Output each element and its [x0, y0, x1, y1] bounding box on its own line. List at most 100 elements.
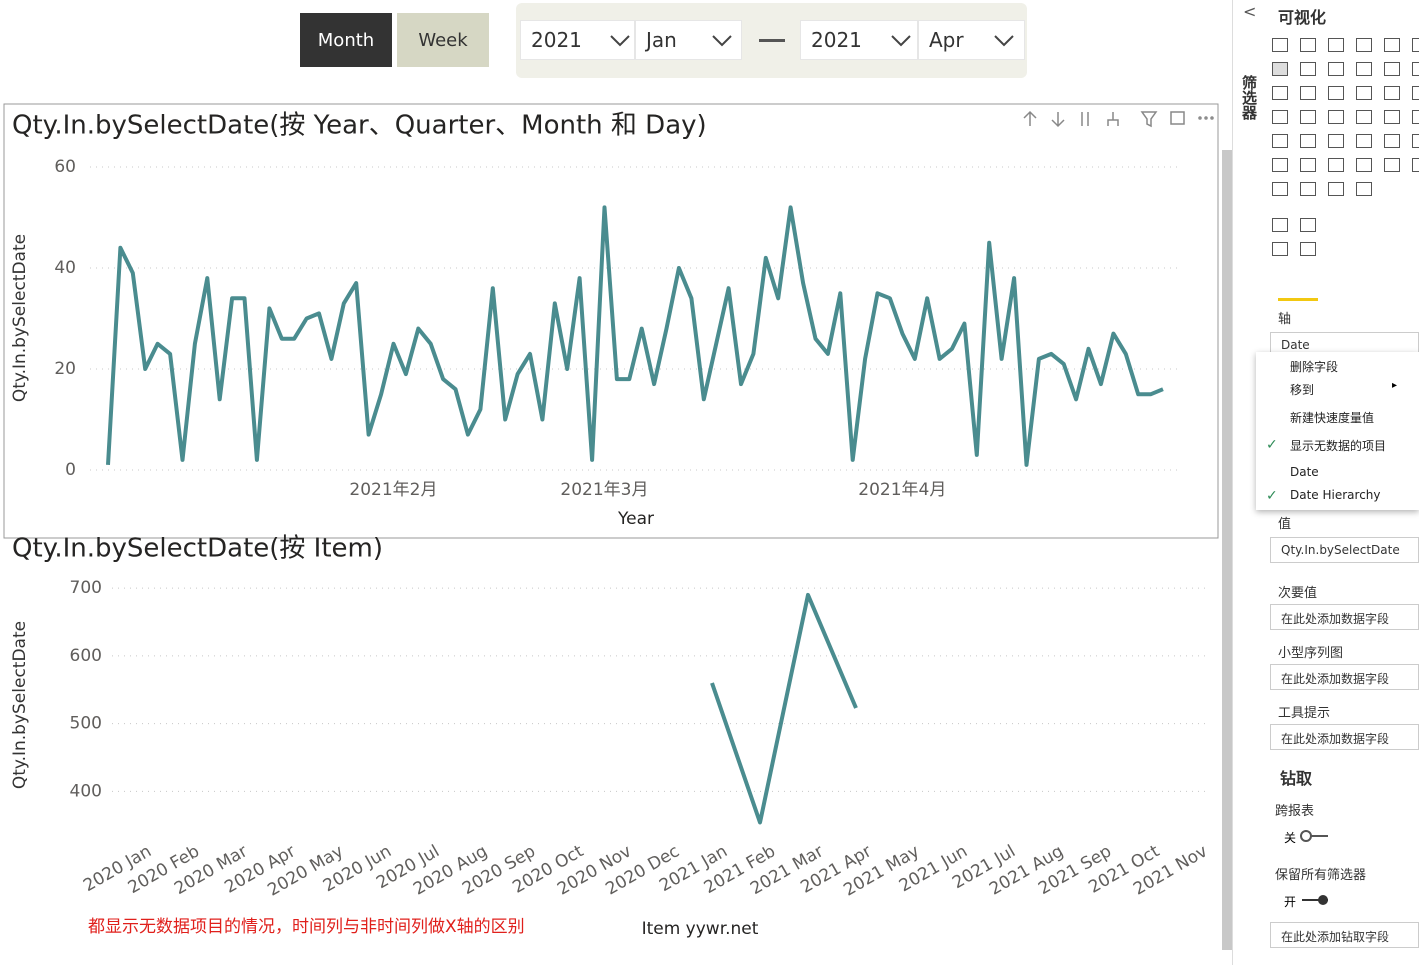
- toggle-off[interactable]: [1298, 828, 1332, 844]
- visual-icon[interactable]: [1356, 86, 1372, 100]
- annotation: 都显示无数据项目的情况，时间列与非时间列做X轴的区别: [88, 917, 525, 937]
- visual-icon[interactable]: [1384, 38, 1400, 52]
- y-tick-label: 700: [70, 578, 102, 598]
- filters-tab[interactable]: 筛选器: [1240, 75, 1258, 120]
- visual-icon[interactable]: [1356, 38, 1372, 52]
- visual-header-icons: [1023, 110, 1214, 128]
- visual-icon[interactable]: [1356, 110, 1372, 124]
- visual-icon[interactable]: [1384, 158, 1400, 172]
- tooltip-field[interactable]: 在此处添加数据字段: [1270, 724, 1419, 750]
- tooltip-label: 工具提示: [1278, 706, 1331, 721]
- menu-item[interactable]: 新建快速度量值: [1290, 411, 1375, 425]
- visual-icon[interactable]: [1328, 62, 1344, 76]
- visual-icon[interactable]: [1384, 86, 1400, 100]
- menu-item[interactable]: 显示无数据的项目: [1290, 439, 1387, 453]
- menu-item[interactable]: 移到: [1290, 383, 1315, 397]
- visual-icon[interactable]: [1412, 86, 1419, 100]
- visual-icon[interactable]: [1272, 242, 1288, 256]
- drill-field[interactable]: 在此处添加钻取字段: [1270, 922, 1419, 948]
- toggle-on[interactable]: [1298, 892, 1332, 908]
- visual-icon[interactable]: [1356, 62, 1372, 76]
- visual-icon[interactable]: [1356, 182, 1372, 196]
- visual-icon[interactable]: [1412, 110, 1419, 124]
- visual-icon[interactable]: [1412, 158, 1419, 172]
- chart-frame: [3, 103, 1219, 539]
- visual-icon[interactable]: [1272, 110, 1288, 124]
- visual-icon[interactable]: [1300, 110, 1316, 124]
- month-button[interactable]: Month: [300, 13, 392, 67]
- x-tick-label: 2021年3月: [560, 480, 648, 500]
- drill-title: 钻取: [1280, 769, 1313, 788]
- menu-item[interactable]: Date: [1290, 465, 1319, 479]
- visual-icon[interactable]: [1272, 62, 1288, 76]
- y-tick-label: 60: [54, 157, 76, 177]
- visual-icons: [1270, 38, 1419, 263]
- keep-filters-label: 保留所有筛选器: [1275, 868, 1367, 883]
- visual-icon[interactable]: [1412, 62, 1419, 76]
- y-tick-label: 20: [54, 359, 76, 379]
- small-multiples-field[interactable]: 在此处添加数据字段: [1270, 664, 1419, 690]
- visual-icon[interactable]: [1272, 158, 1288, 172]
- data-line: [710, 592, 858, 825]
- visual-icon[interactable]: [1300, 38, 1316, 52]
- secondary-label: 次要值: [1278, 586, 1318, 601]
- visual-icon[interactable]: [1300, 86, 1316, 100]
- axis-label: 轴: [1278, 312, 1292, 327]
- visual-icon[interactable]: [1300, 158, 1316, 172]
- scrollbar[interactable]: [1222, 150, 1232, 950]
- y-tick-label: 0: [65, 460, 76, 480]
- visual-icon[interactable]: [1328, 182, 1344, 196]
- visual-icon[interactable]: [1272, 86, 1288, 100]
- week-button[interactable]: Week: [397, 13, 489, 67]
- visual-icon[interactable]: [1384, 62, 1400, 76]
- visual-icon[interactable]: [1356, 134, 1372, 148]
- y-tick-label: 600: [70, 646, 102, 666]
- data-line: [106, 205, 1164, 467]
- visual-icon[interactable]: [1272, 134, 1288, 148]
- secondary-field[interactable]: 在此处添加数据字段: [1270, 604, 1419, 630]
- visual-icon[interactable]: [1300, 182, 1316, 196]
- tab-underline: [1278, 298, 1318, 301]
- x-tick-label: 2021年4月: [858, 480, 946, 500]
- y-tick-label: 400: [70, 781, 102, 801]
- visual-icon[interactable]: [1384, 110, 1400, 124]
- keep-filters-state: 开: [1284, 895, 1297, 909]
- visual-icon[interactable]: [1412, 134, 1419, 148]
- visual-icon[interactable]: [1300, 134, 1316, 148]
- visual-icon[interactable]: [1412, 38, 1419, 52]
- to-year[interactable]: 2021: [800, 20, 918, 60]
- values-field[interactable]: Qty.In.bySelectDate: [1270, 537, 1419, 563]
- y-axis-title: Qty.In.bySelectDate: [10, 234, 30, 402]
- visual-icon[interactable]: [1300, 218, 1316, 232]
- small-multiples-label: 小型序列图: [1278, 646, 1344, 661]
- check-mark: ✓: [1266, 437, 1278, 453]
- visual-icon[interactable]: [1384, 134, 1400, 148]
- visual-icon[interactable]: [1328, 134, 1344, 148]
- dropdown-arrows: [610, 35, 1014, 47]
- range-dash: [759, 39, 785, 42]
- visual-icon[interactable]: [1272, 38, 1288, 52]
- visual-icon[interactable]: [1300, 62, 1316, 76]
- y-axis-title: Qty.In.bySelectDate: [10, 621, 30, 789]
- visual-icon[interactable]: [1272, 182, 1288, 196]
- charts: Qty.In.bySelectDate(按 Year、Quarter、Month…: [3, 103, 1219, 939]
- x-axis-title: Item yywr.net: [642, 919, 759, 939]
- collapse-icon[interactable]: <: [1243, 2, 1257, 21]
- menu-item[interactable]: 删除字段: [1290, 360, 1339, 374]
- from-month[interactable]: Jan: [635, 20, 742, 60]
- visual-icon[interactable]: [1328, 86, 1344, 100]
- visual-icon[interactable]: [1300, 242, 1316, 256]
- menu-item[interactable]: Date Hierarchy: [1290, 488, 1381, 502]
- visual-icon[interactable]: [1328, 38, 1344, 52]
- x-tick-label: 2021年2月: [349, 480, 437, 500]
- cross-report-state: 关: [1284, 831, 1297, 845]
- to-month[interactable]: Apr: [918, 20, 1025, 60]
- cross-report-label: 跨报表: [1275, 804, 1315, 819]
- context-menu: [1256, 352, 1419, 510]
- visual-icon[interactable]: [1272, 218, 1288, 232]
- visual-icon[interactable]: [1328, 110, 1344, 124]
- visual-icon[interactable]: [1356, 158, 1372, 172]
- visual-icon[interactable]: [1328, 158, 1344, 172]
- chart-title: Qty.In.bySelectDate(按 Item): [12, 534, 383, 564]
